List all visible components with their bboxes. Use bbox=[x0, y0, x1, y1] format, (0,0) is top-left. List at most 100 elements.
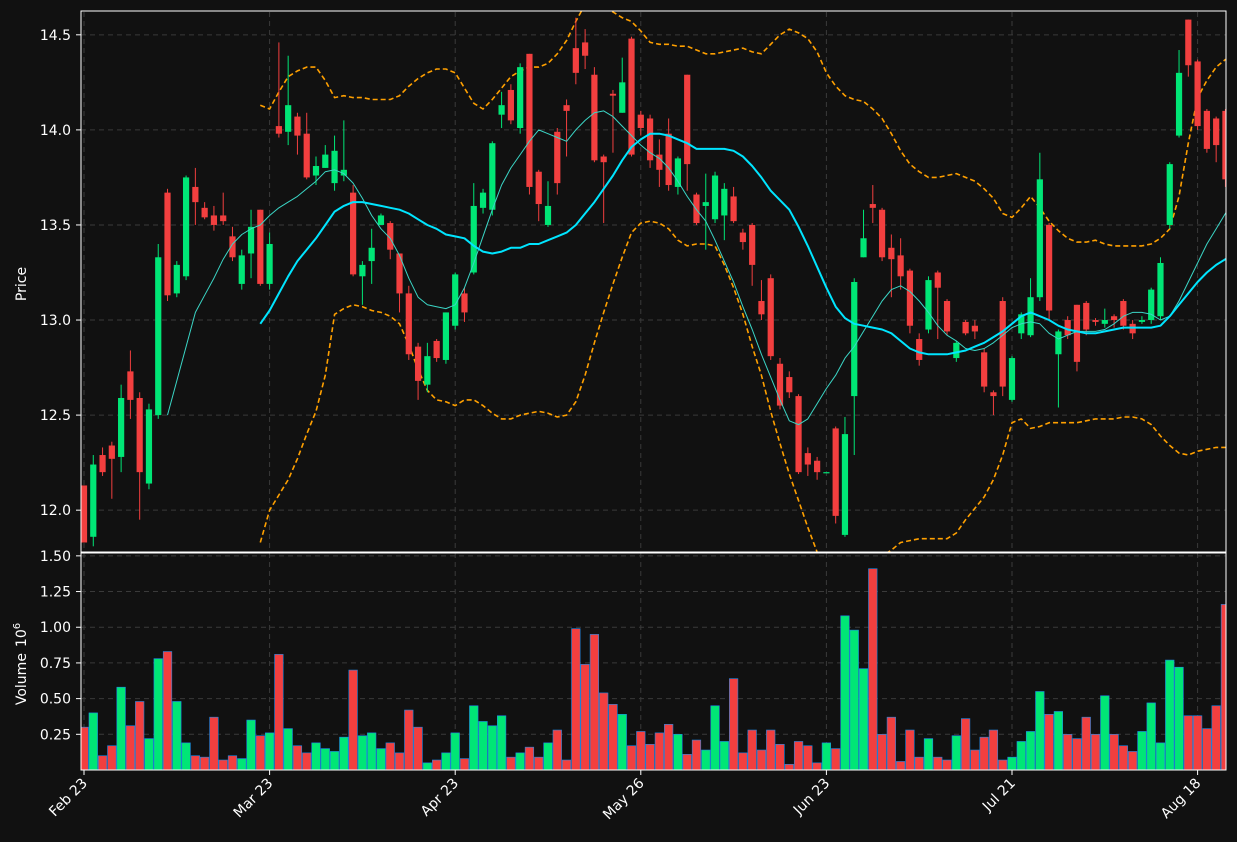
volume-axis-title: Volume 106 bbox=[12, 623, 30, 705]
axes-frame bbox=[80, 10, 1227, 771]
candle-body bbox=[99, 455, 106, 473]
volume-axis-title-name: Volume bbox=[14, 653, 30, 705]
candle-body bbox=[433, 340, 440, 359]
volume-tick-label: 1.00 bbox=[40, 620, 71, 636]
volume-bar bbox=[190, 755, 200, 770]
volume-bar bbox=[524, 746, 535, 770]
x-tick-label: Aug 18 bbox=[1158, 776, 1204, 822]
volume-bar bbox=[960, 718, 971, 770]
candle-body bbox=[572, 48, 579, 73]
candle-body bbox=[90, 464, 97, 537]
volume-bar bbox=[747, 729, 757, 770]
volume-bar bbox=[246, 719, 256, 770]
candle-body bbox=[1008, 358, 1016, 400]
candle-body bbox=[730, 196, 737, 222]
candle-body bbox=[953, 342, 960, 359]
volume-bar bbox=[348, 669, 358, 770]
volume-bar bbox=[793, 741, 804, 770]
candle-body bbox=[814, 460, 821, 473]
volume-bar bbox=[896, 761, 906, 770]
volume-bar bbox=[849, 629, 859, 770]
volume-bar bbox=[1072, 738, 1082, 770]
axis-ticks: 12.0 12.5 13.0 13.5 14.0 14.5 0.25 0.50 0.75 1.00… bbox=[40, 28, 1205, 823]
volume-bar bbox=[302, 752, 312, 770]
candle-body bbox=[238, 255, 245, 284]
volume-bar bbox=[979, 736, 989, 770]
candle-body bbox=[285, 105, 292, 132]
volume-bar bbox=[840, 615, 850, 770]
candle-body bbox=[888, 247, 895, 260]
candle-body bbox=[535, 171, 542, 205]
volume-tick-label: 0.25 bbox=[40, 727, 71, 743]
candle-body bbox=[563, 105, 570, 111]
volume-bar bbox=[1100, 695, 1110, 770]
volume-bar bbox=[237, 758, 247, 770]
candle-body bbox=[350, 192, 357, 275]
volume-bar bbox=[181, 742, 191, 770]
candle-body bbox=[377, 215, 385, 225]
volume-bar bbox=[422, 762, 432, 770]
volume-bar bbox=[125, 725, 135, 770]
candle-body bbox=[1064, 320, 1071, 336]
volume-bar bbox=[571, 628, 581, 770]
volume-bar bbox=[728, 678, 739, 770]
candle-body bbox=[1157, 262, 1164, 317]
volume-bar bbox=[673, 734, 683, 770]
volume-bar bbox=[719, 741, 729, 770]
candle-body bbox=[1101, 320, 1108, 324]
volume-bar bbox=[710, 705, 720, 770]
candle-body bbox=[582, 42, 589, 56]
candle-body bbox=[674, 158, 682, 187]
volume-bar bbox=[552, 729, 562, 770]
candle-body bbox=[851, 282, 858, 397]
candle-body bbox=[832, 428, 839, 516]
x-tick-label: Mar 23 bbox=[231, 776, 277, 822]
price-tick-label: 14.5 bbox=[40, 28, 71, 44]
candle-body bbox=[591, 74, 598, 161]
candle-body bbox=[136, 397, 143, 473]
candle-body bbox=[118, 397, 125, 457]
volume-bar bbox=[1193, 715, 1203, 770]
candle-body bbox=[637, 114, 644, 128]
volume-bar bbox=[218, 759, 228, 770]
candle-body bbox=[81, 485, 88, 543]
volume-bar bbox=[367, 732, 377, 770]
candle-body bbox=[331, 150, 338, 184]
candle-body bbox=[656, 154, 663, 170]
volume-bar bbox=[283, 728, 293, 770]
volume-bar bbox=[1128, 751, 1138, 770]
volume-bar bbox=[1155, 742, 1166, 770]
volume-bar bbox=[357, 735, 368, 770]
candle-body bbox=[387, 223, 394, 250]
candle-body bbox=[470, 205, 477, 273]
price-grid bbox=[81, 12, 1226, 552]
volume-bar bbox=[1146, 702, 1156, 770]
candle-body bbox=[1185, 19, 1192, 66]
bollinger-bands bbox=[259, 11, 1226, 552]
candle-body bbox=[498, 105, 505, 115]
volume-bar bbox=[1007, 756, 1017, 770]
candle-body bbox=[1138, 320, 1146, 322]
volume-bar bbox=[831, 748, 841, 770]
candle-body bbox=[340, 169, 347, 176]
volume-bar bbox=[784, 763, 794, 770]
volume-bar bbox=[589, 634, 599, 770]
candle-body bbox=[721, 188, 728, 216]
candle-body bbox=[786, 377, 793, 393]
candle-body bbox=[442, 312, 450, 360]
volume-bar bbox=[812, 762, 822, 770]
volume-bar bbox=[1044, 714, 1054, 770]
candle-body bbox=[767, 278, 774, 357]
volume-bar bbox=[116, 686, 126, 770]
volume-bar bbox=[1053, 711, 1063, 770]
candle-body bbox=[414, 346, 422, 381]
candle-body bbox=[507, 89, 514, 121]
volume-tick-label: 1.25 bbox=[40, 585, 71, 601]
volume-bar bbox=[107, 745, 117, 770]
candle-body bbox=[981, 352, 988, 387]
candles bbox=[81, 17, 1226, 547]
volume-bar bbox=[858, 668, 869, 770]
candle-body bbox=[665, 133, 672, 186]
candle-body bbox=[247, 226, 255, 254]
candle-body bbox=[489, 143, 496, 210]
